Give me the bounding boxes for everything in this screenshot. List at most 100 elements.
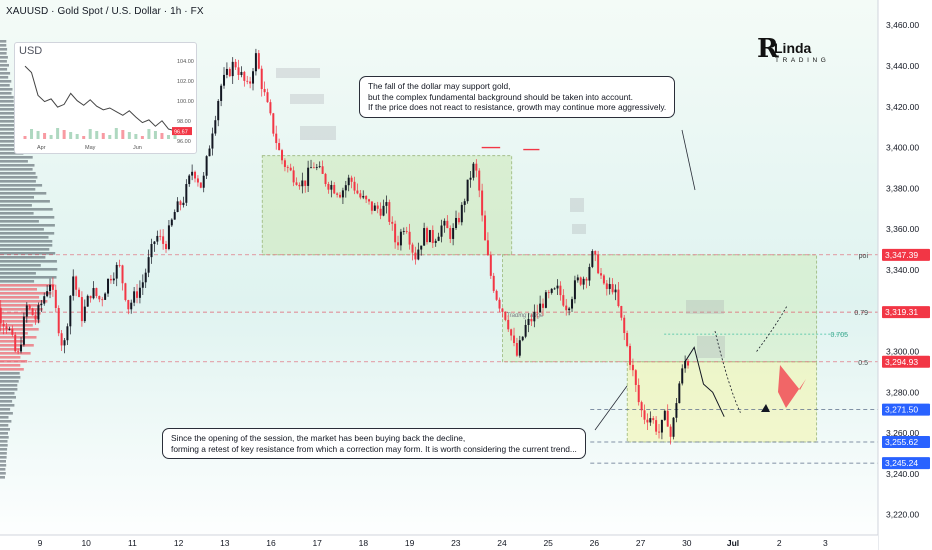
volume-profile-bar bbox=[0, 104, 15, 107]
candle-body bbox=[240, 71, 243, 76]
candle-body bbox=[588, 266, 591, 281]
candle-body bbox=[359, 193, 362, 198]
candle-body bbox=[237, 67, 240, 76]
candle-body bbox=[141, 282, 144, 288]
volume-profile-bar bbox=[0, 100, 14, 103]
callout-pointer-bottom bbox=[594, 385, 628, 431]
candle-body bbox=[573, 280, 576, 300]
volume-profile-bar bbox=[0, 192, 47, 195]
candle-body bbox=[457, 217, 460, 223]
candle-body bbox=[510, 329, 513, 336]
volume-profile-bar bbox=[0, 120, 17, 123]
candle-body bbox=[660, 419, 663, 433]
candle-body bbox=[249, 81, 252, 84]
volume-profile-bar bbox=[0, 332, 28, 335]
volume-profile-bar bbox=[0, 448, 8, 451]
candle-body bbox=[194, 171, 197, 179]
candle-body bbox=[547, 292, 550, 294]
candle-body bbox=[34, 315, 37, 320]
candle-body bbox=[40, 303, 43, 306]
volume-profile-bar bbox=[0, 84, 10, 87]
candle-body bbox=[420, 245, 423, 250]
candle-body bbox=[176, 201, 179, 213]
inset-volume-bar bbox=[160, 133, 164, 139]
order-block bbox=[697, 336, 725, 358]
volume-profile-bar bbox=[0, 108, 17, 111]
candle-body bbox=[634, 370, 637, 385]
candles bbox=[0, 48, 690, 445]
candle-body bbox=[388, 202, 391, 222]
x-tick-label: 2 bbox=[777, 538, 782, 548]
candle-body bbox=[518, 340, 521, 356]
candle-body bbox=[426, 228, 429, 243]
volume-profile-bar bbox=[0, 48, 8, 51]
candle-body bbox=[228, 68, 231, 77]
candle-body bbox=[353, 181, 356, 191]
volume-profile-bar bbox=[0, 456, 7, 459]
volume-profile-bar bbox=[0, 408, 11, 411]
candle-body bbox=[301, 180, 304, 187]
candle-body bbox=[83, 306, 86, 322]
inset-volume-bar bbox=[30, 129, 34, 139]
volume-profile-bar bbox=[0, 112, 16, 115]
order-block bbox=[570, 198, 584, 212]
inset-x-label: May bbox=[85, 145, 96, 151]
volume-profile-bar bbox=[0, 168, 33, 171]
candle-body bbox=[95, 288, 98, 297]
inset-volume-bar bbox=[62, 130, 66, 139]
candle-body bbox=[281, 150, 284, 161]
y-tick-label: 3,440.00 bbox=[886, 61, 919, 71]
candle-body bbox=[263, 89, 266, 93]
candle-body bbox=[86, 295, 89, 307]
candle-body bbox=[341, 190, 344, 198]
candle-body bbox=[362, 195, 365, 198]
inset-volume-bar bbox=[134, 134, 138, 139]
candle-body bbox=[37, 305, 40, 320]
candle-body bbox=[594, 251, 597, 255]
candle-body bbox=[585, 278, 588, 281]
candle-body bbox=[394, 223, 397, 243]
volume-profile-bar bbox=[0, 416, 9, 419]
zones: Trading range bbox=[261, 155, 818, 443]
candle-body bbox=[571, 299, 574, 309]
candle-body bbox=[649, 418, 652, 423]
candle-body bbox=[568, 308, 571, 311]
candle-body bbox=[150, 243, 153, 258]
candle-body bbox=[214, 120, 217, 134]
candle-body bbox=[136, 291, 139, 298]
volume-profile-bar bbox=[0, 124, 22, 127]
volume-profile-bar bbox=[0, 308, 43, 311]
y-tick-label: 3,220.00 bbox=[886, 510, 919, 520]
volume-profile-bar bbox=[0, 420, 12, 423]
x-tick-label: Jul bbox=[727, 538, 739, 548]
candle-body bbox=[489, 255, 492, 276]
volume-profile-bar bbox=[0, 292, 52, 295]
y-tick-label: 3,460.00 bbox=[886, 20, 919, 30]
logo-sub: TRADING bbox=[775, 57, 830, 64]
candle-body bbox=[524, 324, 527, 337]
candle-body bbox=[252, 71, 255, 84]
candle-body bbox=[162, 236, 165, 244]
volume-profile-bar bbox=[0, 412, 13, 415]
x-tick-label: 18 bbox=[359, 538, 369, 548]
candle-body bbox=[254, 53, 257, 72]
candle-body bbox=[370, 201, 373, 211]
candle-body bbox=[443, 220, 446, 226]
volume-profile-bar bbox=[0, 132, 25, 135]
volume-profile-bar bbox=[0, 116, 19, 119]
inset-volume-bar bbox=[127, 132, 131, 139]
volume-profile-bar bbox=[0, 60, 7, 63]
volume-profile bbox=[0, 40, 58, 479]
candle-body bbox=[80, 297, 83, 322]
candle-body bbox=[208, 148, 211, 157]
candle-body bbox=[666, 410, 669, 427]
volume-profile-bar bbox=[0, 136, 17, 139]
candle-body bbox=[269, 102, 272, 114]
candle-body bbox=[22, 316, 25, 345]
candle-body bbox=[165, 243, 168, 250]
candle-body bbox=[614, 289, 617, 293]
candle-body bbox=[289, 167, 292, 171]
candle-body bbox=[54, 289, 57, 308]
candle-body bbox=[620, 306, 623, 318]
